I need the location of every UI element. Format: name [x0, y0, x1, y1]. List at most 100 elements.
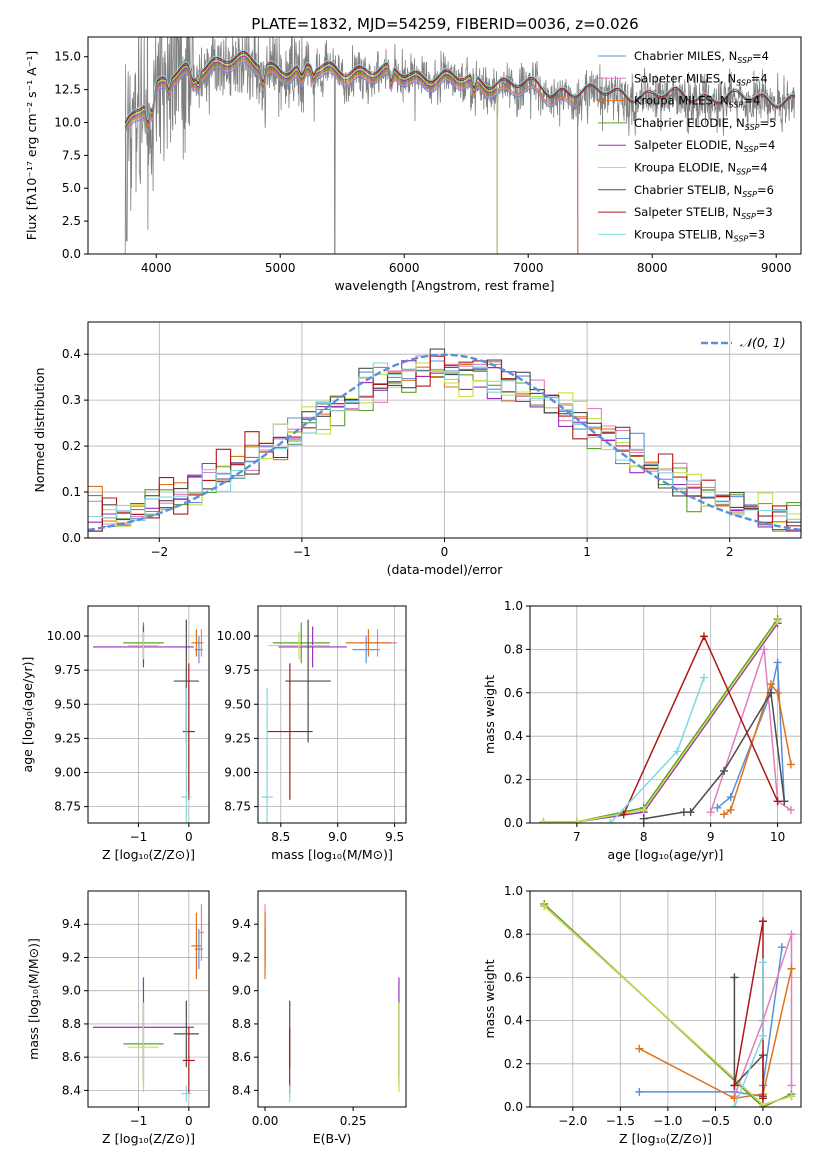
y-tick-label: 9.75 [224, 663, 251, 677]
y-tick-label: 9.4 [232, 917, 251, 931]
weight-marker [713, 803, 722, 812]
weight-marker [773, 688, 782, 697]
weight-marker [766, 680, 775, 689]
x-tick-label: −2.0 [558, 1114, 587, 1128]
axes-frame [87, 890, 210, 1108]
y-tick-label: 8.75 [224, 800, 251, 814]
y-tick-label: 0.6 [504, 686, 523, 700]
plot-area [539, 615, 795, 823]
axes-frame [87, 605, 210, 824]
plot-area [88, 348, 801, 532]
axes-frame [257, 605, 407, 824]
y-tick-label: 8.8 [232, 1017, 251, 1031]
weight-line [639, 947, 783, 1098]
x-tick-label: 9.0 [328, 830, 347, 844]
y-tick-label: 8.4 [232, 1083, 251, 1097]
y-tick-label: 0.2 [62, 439, 81, 453]
x-tick-label: −2 [150, 545, 168, 559]
weight-marker [639, 805, 648, 814]
frame: 0.00 0.25 8.4 8.6 8.8 9.0 9.2 9.4 E(B-V) [232, 890, 407, 1146]
legend-entry: Salpeter MILES, NSSP=4 [634, 71, 768, 87]
y-tick-label: 10.0 [54, 115, 81, 129]
panel-mass_vs_Z: −1 0 8.4 8.6 8.8 9.0 9.2 9.4 Z [log₁₀(Z/Z⊙)] mass… [26, 890, 210, 1146]
x-tick-label: 0 [441, 545, 449, 559]
legend-entry: Kroupa ELODIE, NSSP=4 [634, 161, 768, 177]
legend-entry: Chabrier STELIB, NSSP=6 [634, 183, 774, 199]
y-tick-label: 0.0 [62, 531, 81, 545]
plot-area [124, 37, 796, 254]
x-tick-label: 1 [583, 545, 591, 559]
weight-marker [777, 943, 786, 952]
y-axis-label: mass weight [482, 675, 497, 754]
weight-marker [730, 1103, 739, 1107]
y-tick-label: 9.25 [54, 731, 81, 745]
weight-marker [787, 930, 796, 939]
weight-marker [720, 766, 729, 775]
x-axis-label: mass [log₁₀(M/M⊙)] [271, 847, 393, 862]
x-tick-label: 7 [573, 830, 581, 844]
y-tick-label: 0.3 [62, 393, 81, 407]
x-tick-label: 9.5 [385, 830, 404, 844]
legend: Chabrier MILES, NSSP=4 Salpeter MILES, NS… [598, 49, 776, 243]
y-tick-label: 9.25 [224, 731, 251, 745]
weight-marker [758, 1031, 767, 1040]
plot-area [264, 904, 400, 1103]
x-tick-label: 10 [770, 830, 785, 844]
y-tick-label: 1.0 [504, 599, 523, 613]
y-tick-label: 0.1 [62, 485, 81, 499]
y-tick-label: 9.0 [62, 984, 81, 998]
weight-line [709, 649, 792, 813]
y-tick-label: 7.5 [62, 148, 81, 162]
x-tick-label: 9000 [761, 261, 792, 275]
normal-curve [88, 353, 801, 532]
y-tick-label: 0.0 [504, 816, 523, 830]
panel-spectrum: 4000 5000 6000 7000 8000 9000 0.0 2.5 5.0 7.5 10.0… [24, 36, 802, 293]
model-spectrum [124, 49, 795, 121]
frame: −2.0 −1.5 −1.0 −0.5 0.0 0.0 0.2 0.4 0.6 0.8 1.0 Z [… [482, 884, 802, 1146]
weight-marker [572, 817, 581, 823]
x-axis-label: age [log₁₀(age/yr)] [608, 847, 724, 862]
y-tick-label: 9.75 [54, 663, 81, 677]
figure-title: PLATE=1832, MJD=54259, FIBERID=0036, z=0… [251, 15, 638, 33]
weight-marker [699, 673, 708, 682]
x-axis-label: (data-model)/error [387, 562, 504, 577]
legend-entry: Chabrier ELODIE, NSSP=5 [634, 116, 776, 132]
grid [88, 606, 209, 823]
legend-entry: 𝒩(0, 1) [740, 335, 786, 350]
residual-histogram [88, 362, 801, 522]
x-tick-label: 8000 [637, 261, 668, 275]
x-axis-label: E(B-V) [313, 1131, 352, 1146]
model-spectrum [124, 51, 795, 124]
y-axis-label: age [log₁₀(age/yr)] [20, 657, 35, 773]
x-tick-label: −1 [130, 830, 148, 844]
panel-weight_vs_Z: −2.0 −1.5 −1.0 −0.5 0.0 0.0 0.2 0.4 0.6 0.8 1.0 Z [… [482, 884, 802, 1146]
axes-frame [87, 36, 802, 255]
model-spectrum [124, 52, 795, 126]
x-tick-label: 7000 [513, 261, 544, 275]
panel-mass_vs_ebv: 0.00 0.25 8.4 8.6 8.8 9.0 9.2 9.4 E(B-V) [232, 890, 407, 1146]
weight-marker [720, 810, 729, 819]
weight-line [733, 933, 793, 1097]
grid [88, 891, 209, 1107]
frame: −1 0 8.4 8.6 8.8 9.0 9.2 9.4 Z [log₁₀(Z/Z⊙)] mass… [26, 890, 210, 1146]
x-tick-label: −1.0 [653, 1114, 682, 1128]
frame: −2 −1 0 1 2 0.0 0.1 0.2 0.3 0.4 (data-model)/error… [32, 321, 802, 577]
y-tick-label: 8.8 [62, 1017, 81, 1031]
x-tick-label: −1 [293, 545, 311, 559]
weight-marker [639, 814, 648, 823]
panel-age_vs_Z: −1 0 8.75 9.00 9.25 9.50 9.75 10.00 Z [log₁₀(Z/Z… [20, 605, 210, 862]
y-axis-label: Normed distribution [32, 368, 47, 493]
x-tick-label: 0.0 [753, 1114, 772, 1128]
y-tick-label: 0.2 [504, 773, 523, 787]
x-tick-label: 9 [707, 830, 715, 844]
y-tick-label: 10.00 [217, 629, 251, 643]
axes-frame [529, 605, 802, 824]
y-tick-label: 9.50 [224, 697, 251, 711]
weight-marker [758, 958, 767, 967]
weight-marker [760, 645, 769, 654]
weight-marker [773, 658, 782, 667]
weight-marker [787, 964, 796, 973]
weight-marker [787, 1081, 796, 1090]
y-tick-label: 2.5 [62, 214, 81, 228]
